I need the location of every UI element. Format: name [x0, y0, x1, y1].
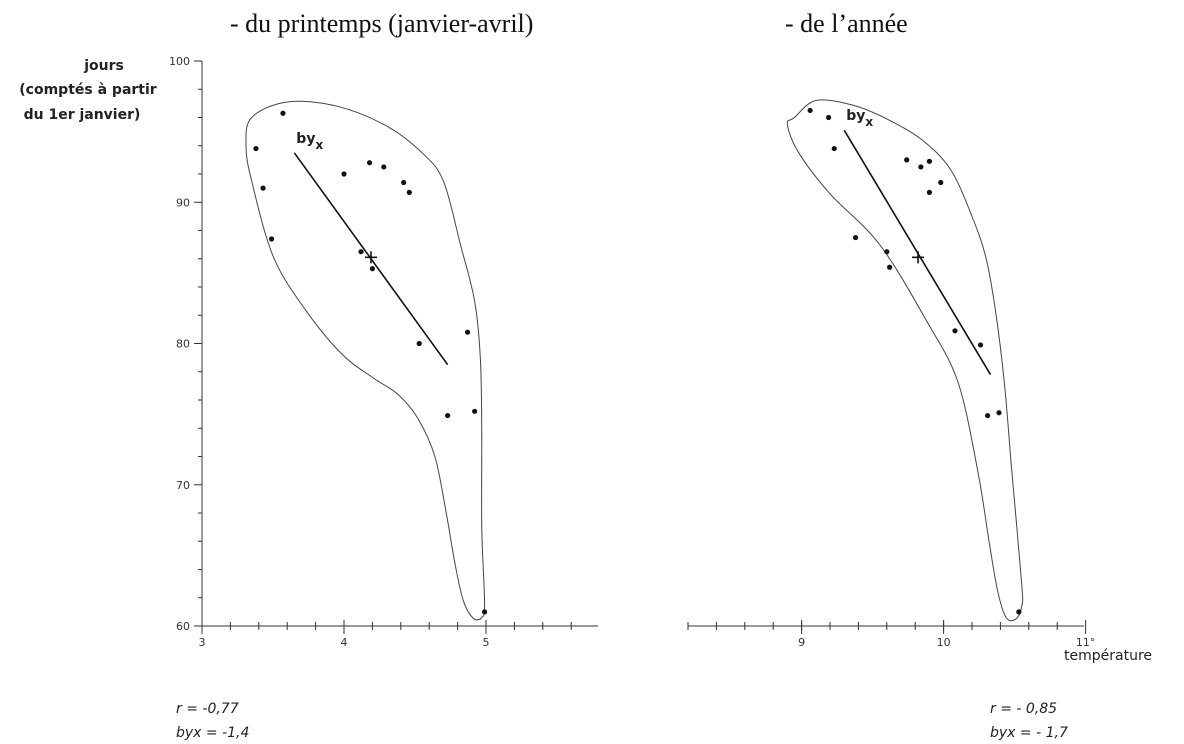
- data-point: [472, 408, 478, 414]
- chart-title-spring: - du printemps (janvier-avril): [230, 9, 533, 38]
- data-point: [406, 189, 412, 195]
- data-point: [369, 266, 375, 272]
- data-point: [926, 158, 933, 164]
- chart-title-year: - de l’année: [785, 9, 908, 38]
- x-tick-label: 9: [798, 636, 805, 649]
- envelope-curve: [786, 99, 1024, 622]
- data-point: [918, 164, 924, 170]
- data-point: [260, 185, 266, 191]
- data-point: [952, 328, 958, 334]
- stat-r-spring: r = -0,77: [176, 701, 239, 717]
- data-point: [268, 236, 275, 242]
- y-tick-label: 60: [176, 620, 190, 633]
- envelope-curve: [245, 100, 486, 621]
- data-point: [807, 107, 813, 114]
- data-point: [904, 157, 910, 163]
- y-tick-label: 90: [176, 196, 190, 209]
- y-tick-label: 100: [169, 55, 190, 68]
- data-point: [926, 189, 933, 195]
- data-point: [938, 179, 944, 186]
- x-tick-label: 10: [937, 636, 951, 649]
- y-axis-label-line-2: (comptés à partir: [19, 82, 157, 98]
- data-point: [445, 412, 451, 419]
- data-point: [341, 171, 347, 177]
- x-axis-label: température: [1064, 648, 1152, 664]
- data-point: [416, 340, 422, 347]
- data-point: [401, 179, 407, 186]
- data-point: [831, 145, 837, 152]
- stat-r-year: r = - 0,85: [990, 701, 1057, 717]
- x-tick-label: 5: [483, 636, 490, 649]
- regression-label: byx: [846, 108, 873, 129]
- data-point: [887, 264, 893, 270]
- x-tick-label: 3: [199, 636, 206, 649]
- y-tick-label: 70: [176, 479, 190, 492]
- data-point: [884, 249, 890, 255]
- data-point: [825, 114, 832, 121]
- data-point: [464, 329, 471, 335]
- data-point: [852, 234, 859, 241]
- plot-year: 9 10 11° byx: [687, 99, 1096, 649]
- data-point: [358, 249, 364, 255]
- plot-spring: 3 4 5 60 70 80 90 100 byx: [169, 55, 598, 649]
- data-point: [253, 145, 259, 152]
- x-tick-label: 4: [341, 636, 348, 649]
- data-point: [977, 342, 984, 348]
- data-point: [481, 609, 488, 615]
- x-tick-label: 11°: [1076, 636, 1096, 649]
- stat-byx-year: byx = - 1,7: [990, 725, 1068, 741]
- data-point: [381, 164, 387, 170]
- data-point: [1016, 609, 1022, 615]
- data-point: [280, 110, 286, 116]
- data-point: [996, 410, 1002, 416]
- y-axis-label-line-3: du 1er janvier): [24, 107, 141, 123]
- regression-label: byx: [296, 131, 323, 152]
- stat-byx-spring: byx = -1,4: [176, 725, 249, 741]
- y-tick-label: 80: [176, 338, 190, 351]
- data-point: [985, 412, 991, 419]
- y-axis-label-line-1: jours: [83, 58, 124, 74]
- data-point: [366, 160, 373, 166]
